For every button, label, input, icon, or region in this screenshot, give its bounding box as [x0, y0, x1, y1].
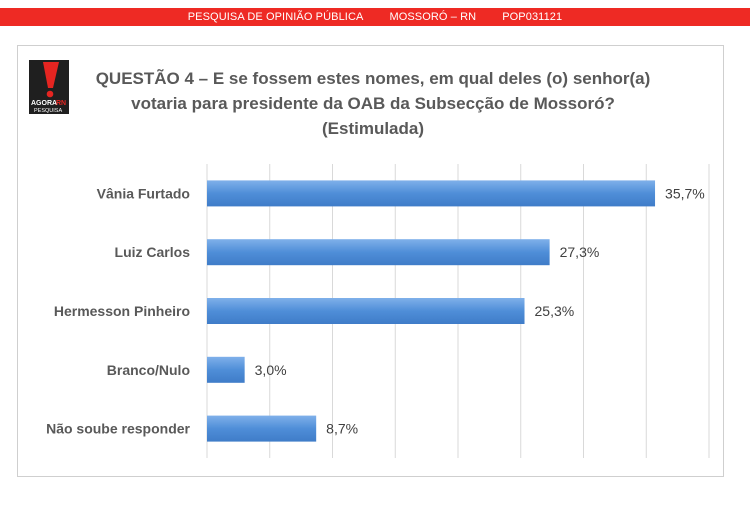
- data-label-2: 25,3%: [535, 303, 575, 319]
- data-label-0: 35,7%: [665, 185, 705, 201]
- chart-title-line-3: (Estimulada): [321, 119, 425, 138]
- chart-title: QUESTÃO 4 – E se fossem estes nomes, em …: [93, 66, 653, 141]
- data-label-4: 8,7%: [326, 421, 358, 437]
- chart-title-line-1: QUESTÃO 4 – E se fossem estes nomes, em …: [95, 69, 651, 88]
- header-survey-label: PESQUISA DE OPINIÃO PÚBLICA: [187, 11, 364, 23]
- bar-0: [207, 180, 656, 207]
- category-label-1: Luiz Carlos: [115, 244, 191, 260]
- chart-title-line-2: votaria para presidente da OAB da Subsec…: [131, 94, 615, 113]
- category-label-0: Vânia Furtado: [97, 185, 190, 201]
- bar-4: [207, 415, 317, 442]
- header-bar: PESQUISA DE OPINIÃO PÚBLICA MOSSORÓ – RN…: [0, 8, 750, 26]
- bar-3: [207, 356, 245, 383]
- agora-rn-logo: AGORA RN PESQUISA: [29, 60, 69, 114]
- header-code: POP031121: [502, 11, 563, 23]
- svg-text:AGORA: AGORA: [31, 100, 57, 107]
- data-label-3: 3,0%: [255, 362, 287, 378]
- data-label-1: 27,3%: [560, 244, 600, 260]
- svg-text:RN: RN: [56, 100, 66, 107]
- category-label-2: Hermesson Pinheiro: [54, 303, 190, 319]
- bar-2: [207, 298, 525, 324]
- category-label-4: Não soube responder: [46, 421, 190, 437]
- svg-text:PESQUISA: PESQUISA: [34, 108, 62, 114]
- header-location: MOSSORÓ – RN: [389, 11, 477, 23]
- category-label-3: Branco/Nulo: [107, 362, 190, 378]
- bar-1: [207, 239, 550, 266]
